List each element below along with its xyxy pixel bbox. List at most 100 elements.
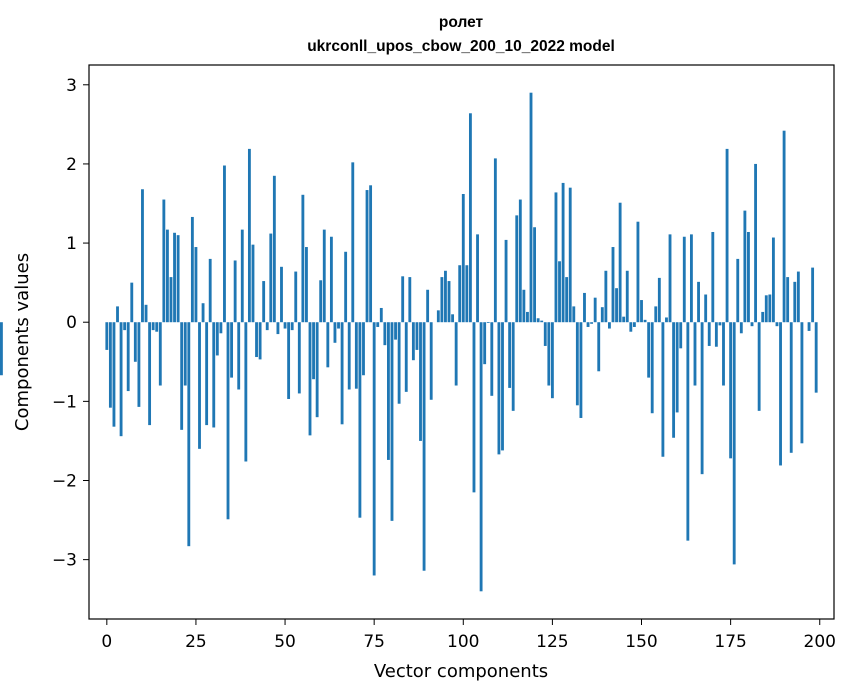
bar-undefined <box>0 322 3 376</box>
bar-69 <box>351 162 355 323</box>
bar-32 <box>219 322 223 334</box>
bar-23 <box>187 322 191 547</box>
bar-0 <box>105 322 109 350</box>
y-axis-label: Components values <box>12 253 33 431</box>
chart-subtitle: ukrconll_upos_cbow_200_10_2022 model <box>307 38 615 55</box>
bar-175 <box>729 322 733 459</box>
bar-14 <box>155 322 159 332</box>
x-tick-label: 25 <box>185 632 207 652</box>
x-tick-label: 125 <box>536 632 568 652</box>
bar-155 <box>657 277 661 323</box>
bar-193 <box>793 281 797 323</box>
bar-127 <box>558 261 561 323</box>
x-tick-label: 150 <box>625 632 657 652</box>
bar-16 <box>162 199 166 323</box>
bar-49 <box>280 266 283 323</box>
bar-144 <box>618 202 622 323</box>
bar-176 <box>732 322 736 565</box>
bar-100 <box>461 194 465 323</box>
bar-1 <box>108 322 112 408</box>
bar-77 <box>379 307 383 323</box>
bar-9 <box>137 322 141 407</box>
bar-132 <box>575 322 579 406</box>
bar-28 <box>205 322 209 426</box>
bar-165 <box>693 322 697 386</box>
bar-172 <box>718 322 722 326</box>
x-tick-label: 100 <box>447 632 479 652</box>
bar-171 <box>714 322 718 347</box>
bar-108 <box>490 322 494 396</box>
bar-149 <box>636 221 640 323</box>
bar-124 <box>547 322 551 386</box>
bar-142 <box>611 247 615 323</box>
bar-27 <box>201 303 205 323</box>
bar-20 <box>176 235 180 323</box>
bar-137 <box>593 297 597 323</box>
bar-83 <box>401 276 405 323</box>
bar-143 <box>615 288 618 323</box>
bar-84 <box>404 322 408 392</box>
bar-116 <box>518 199 522 323</box>
bar-182 <box>754 163 757 323</box>
bar-79 <box>387 322 390 460</box>
bar-105 <box>479 322 483 592</box>
bar-113 <box>508 322 512 388</box>
bar-109 <box>493 158 497 323</box>
bar-50 <box>283 322 287 329</box>
bar-57 <box>308 322 312 436</box>
bar-64 <box>333 322 337 343</box>
bar-145 <box>622 316 626 323</box>
bar-118 <box>526 311 529 323</box>
bar-81 <box>394 322 397 340</box>
bar-191 <box>786 277 790 323</box>
bar-65 <box>337 322 340 329</box>
bar-166 <box>697 281 700 323</box>
bar-141 <box>608 322 611 329</box>
bar-167 <box>700 322 704 475</box>
bar-72 <box>362 322 365 376</box>
bar-126 <box>554 192 558 323</box>
bar-115 <box>515 215 519 323</box>
bar-63 <box>329 236 333 323</box>
bar-150 <box>640 300 643 323</box>
y-tick-label: 0 <box>66 313 77 333</box>
bar-85 <box>408 277 412 323</box>
y-tick-label: 3 <box>66 76 77 96</box>
bar-88 <box>419 322 422 441</box>
bar-15 <box>158 322 162 386</box>
bar-151 <box>643 319 647 323</box>
bar-75 <box>372 322 376 576</box>
bar-103 <box>472 322 476 493</box>
bar-178 <box>739 322 743 334</box>
bar-67 <box>344 251 348 323</box>
bar-125 <box>550 322 554 399</box>
bar-121 <box>536 318 540 323</box>
bar-18 <box>169 277 173 323</box>
bar-110 <box>497 322 501 455</box>
bar-36 <box>233 260 237 323</box>
bar-146 <box>625 270 629 323</box>
bar-68 <box>347 322 351 390</box>
bar-135 <box>586 322 590 327</box>
y-tick-label: −3 <box>52 551 77 571</box>
bar-93 <box>436 310 440 323</box>
bar-199 <box>814 322 818 393</box>
bar-97 <box>451 314 455 323</box>
bar-119 <box>529 92 533 323</box>
x-tick-label: 200 <box>804 632 836 652</box>
x-tick-label: 0 <box>101 632 112 652</box>
bar-70 <box>354 322 358 389</box>
bar-95 <box>444 270 447 323</box>
bar-56 <box>305 247 308 323</box>
bar-184 <box>761 311 765 323</box>
bar-42 <box>255 322 258 358</box>
bar-22 <box>183 322 187 386</box>
bar-168 <box>704 294 708 323</box>
bar-107 <box>486 322 490 323</box>
bar-134 <box>583 292 586 323</box>
bar-24 <box>190 216 194 323</box>
bar-153 <box>650 322 654 414</box>
bar-154 <box>654 306 658 323</box>
bar-114 <box>511 322 515 411</box>
